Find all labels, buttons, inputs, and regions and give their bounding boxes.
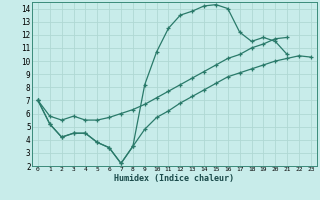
X-axis label: Humidex (Indice chaleur): Humidex (Indice chaleur) [115,174,234,183]
